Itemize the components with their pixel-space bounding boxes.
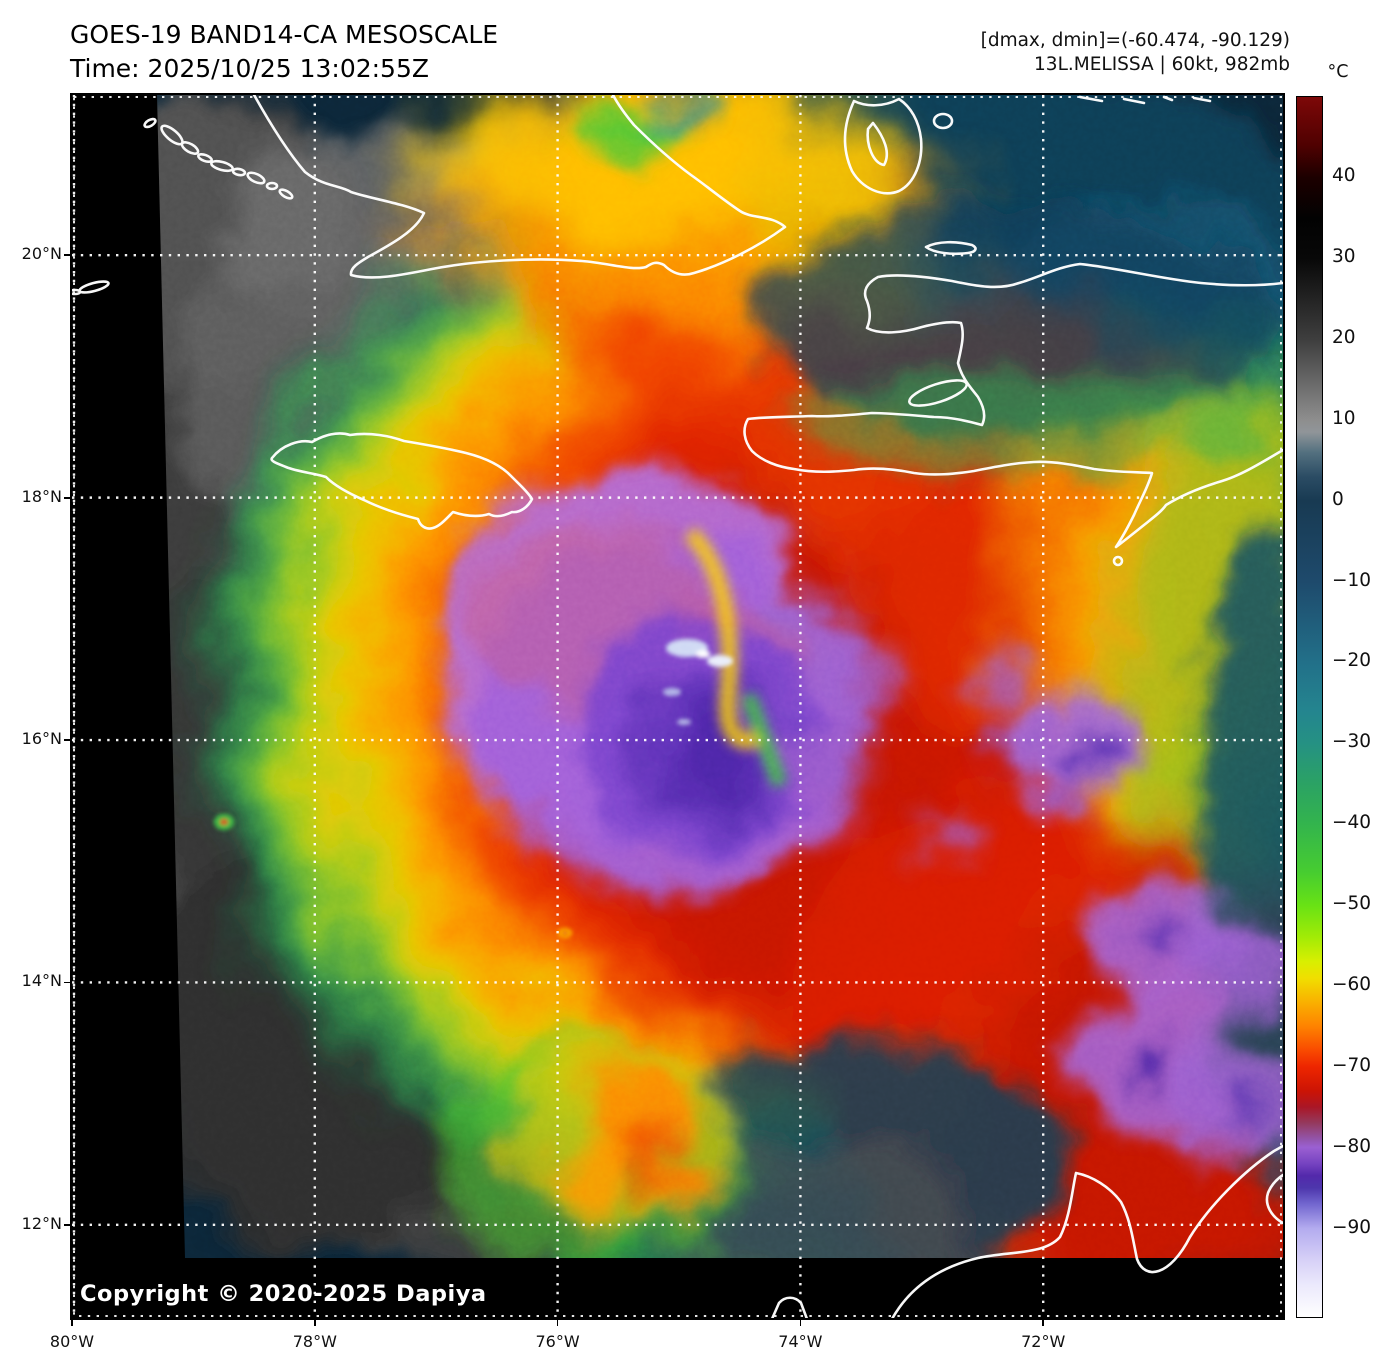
lat-tick-label: 18°N — [21, 486, 62, 506]
chart-title: GOES-19 BAND14-CA MESOSCALE — [70, 20, 499, 49]
gridlines-group — [72, 95, 1283, 1318]
chart-title-block: GOES-19 BAND14-CA MESOSCALE Time: 2025/1… — [70, 18, 498, 86]
x-axis-tick — [314, 1319, 316, 1326]
cloud-texture — [157, 95, 1283, 1258]
colorbar-tick-label: 0 — [1332, 488, 1344, 510]
x-axis-tick — [1042, 1319, 1045, 1326]
satellite-map: Copyright © 2020-2025 Dapiya — [70, 93, 1285, 1320]
colorbar-tick-label: −80 — [1332, 1136, 1372, 1158]
colorbar-tick-label: 40 — [1332, 164, 1356, 186]
lat-tick-label: 16°N — [21, 729, 62, 749]
lon-tick-label: 72°W — [1021, 1332, 1066, 1351]
lon-tick-label: 74°W — [778, 1332, 823, 1351]
colorbar-unit: °C — [1327, 62, 1349, 82]
map-boundary-frame — [73, 96, 1282, 1317]
colorbar-tick-label: −60 — [1332, 974, 1372, 996]
lat-tick-label: 20°N — [21, 244, 62, 264]
colorbar — [1296, 96, 1323, 1318]
colorbar-tick-label: −30 — [1332, 731, 1372, 753]
lat-tick-label: 12°N — [21, 1213, 62, 1233]
colorbar-tick-label: −50 — [1332, 893, 1372, 915]
satellite-image — [72, 95, 1283, 1318]
colorbar-tick-label: −20 — [1332, 650, 1372, 672]
coastline-hispaniola — [743, 240, 1283, 567]
coastline-jamaica — [270, 432, 534, 530]
y-axis-tick — [64, 496, 71, 499]
colorbar-tick-label: −90 — [1332, 1216, 1372, 1238]
coastline-inagua — [843, 95, 1212, 195]
satellite-data-region — [157, 95, 1283, 1258]
copyright-text: Copyright © 2020-2025 Dapiya — [80, 1281, 487, 1307]
lat-tick-label: 14°N — [21, 971, 62, 991]
stats-line: [dmax, dmin]=(-60.474, -90.129) — [980, 30, 1290, 51]
x-axis-tick — [799, 1319, 802, 1326]
lon-tick-label: 76°W — [535, 1332, 580, 1351]
chart-timestamp: Time: 2025/10/25 13:02:55Z — [70, 54, 429, 83]
coastline-south-america — [771, 1144, 1283, 1318]
coastline-cays — [72, 117, 294, 296]
colorbar-tick-label: −40 — [1332, 812, 1372, 834]
colorbar-gradient — [1297, 97, 1322, 1317]
coastlines — [72, 95, 1283, 1318]
storm-line: 13L.MELISSA | 60kt, 982mb — [1034, 54, 1290, 75]
colorbar-tick-label: 20 — [1332, 326, 1356, 348]
y-axis-tick — [64, 254, 71, 257]
colorbar-tick-label: 10 — [1332, 407, 1356, 429]
header-info-block: [dmax, dmin]=(-60.474, -90.129) 13L.MELI… — [981, 29, 1290, 77]
y-axis-tick — [64, 739, 71, 741]
colorbar-tick-label: −70 — [1332, 1055, 1372, 1077]
y-axis-tick — [64, 1224, 71, 1226]
lon-tick-label: 80°W — [49, 1332, 95, 1351]
coastline-cuba — [252, 95, 787, 279]
x-axis-tick — [556, 1319, 559, 1326]
lon-tick-label: 78°W — [292, 1332, 337, 1351]
x-axis-tick — [71, 1319, 73, 1326]
y-axis-tick — [64, 981, 71, 984]
colorbar-tick-label: −10 — [1332, 569, 1372, 591]
colorbar-tick-label: 30 — [1332, 245, 1356, 267]
